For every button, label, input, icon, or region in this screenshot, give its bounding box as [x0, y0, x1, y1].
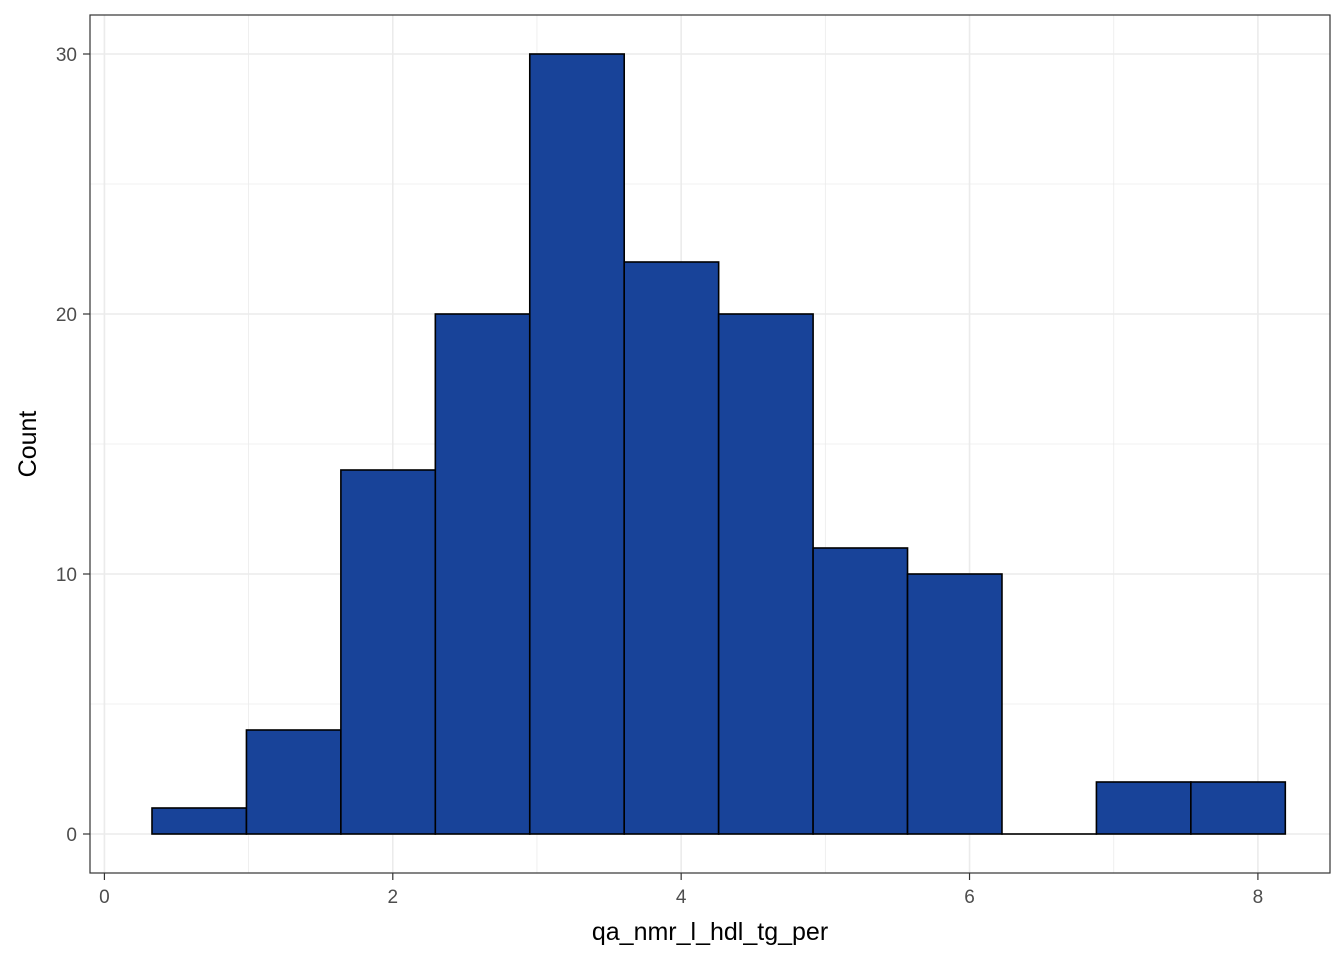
- x-tick-label: 8: [1253, 887, 1264, 908]
- y-tick-label: 10: [56, 565, 77, 586]
- histogram-bar-5: [623, 261, 720, 835]
- x-tick-label: 4: [676, 887, 687, 908]
- histogram-bar-11: [1190, 781, 1287, 835]
- y-axis-ticks: 0 10 20 30: [56, 45, 90, 846]
- x-tick-label: 0: [99, 887, 110, 908]
- histogram-bar-7: [812, 547, 909, 835]
- y-tick-label: 30: [56, 45, 77, 66]
- y-tick-label: 20: [56, 305, 77, 326]
- x-tick-label: 2: [388, 887, 399, 908]
- y-axis-title: Count: [14, 411, 42, 478]
- histogram-bar-3: [434, 313, 531, 835]
- histogram-bar-10: [1095, 781, 1192, 835]
- histogram-bar-8: [906, 573, 1003, 835]
- histogram-bar-4: [528, 53, 626, 835]
- x-tick-label: 6: [964, 887, 975, 908]
- histogram-bar-6: [717, 313, 814, 835]
- histogram-bars: [151, 53, 1287, 835]
- histogram-bar-0: [151, 807, 248, 835]
- x-axis-title: qa_nmr_l_hdl_tg_per: [592, 918, 828, 946]
- x-axis-ticks: 0 2 4 6 8: [99, 873, 1263, 908]
- panel-border: [89, 14, 1331, 874]
- histogram-bar-2: [340, 469, 437, 835]
- y-tick-label: 0: [66, 825, 77, 846]
- histogram-bar-1: [245, 729, 342, 835]
